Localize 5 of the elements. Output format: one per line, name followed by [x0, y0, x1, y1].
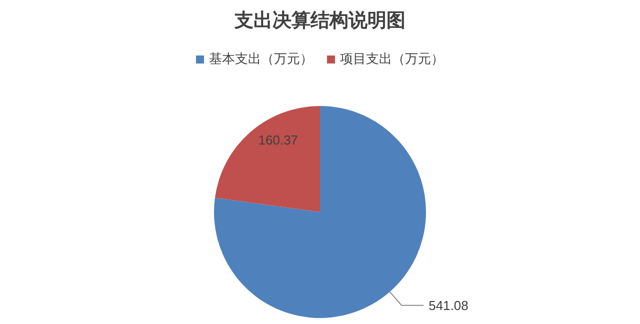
- legend-label: 项目支出（万元）: [340, 52, 444, 67]
- legend-label: 基本支出（万元）: [209, 52, 313, 67]
- data-label: 541.08: [428, 298, 468, 313]
- data-label: 160.37: [258, 132, 298, 148]
- chart-title: 支出决算结构说明图: [234, 10, 406, 32]
